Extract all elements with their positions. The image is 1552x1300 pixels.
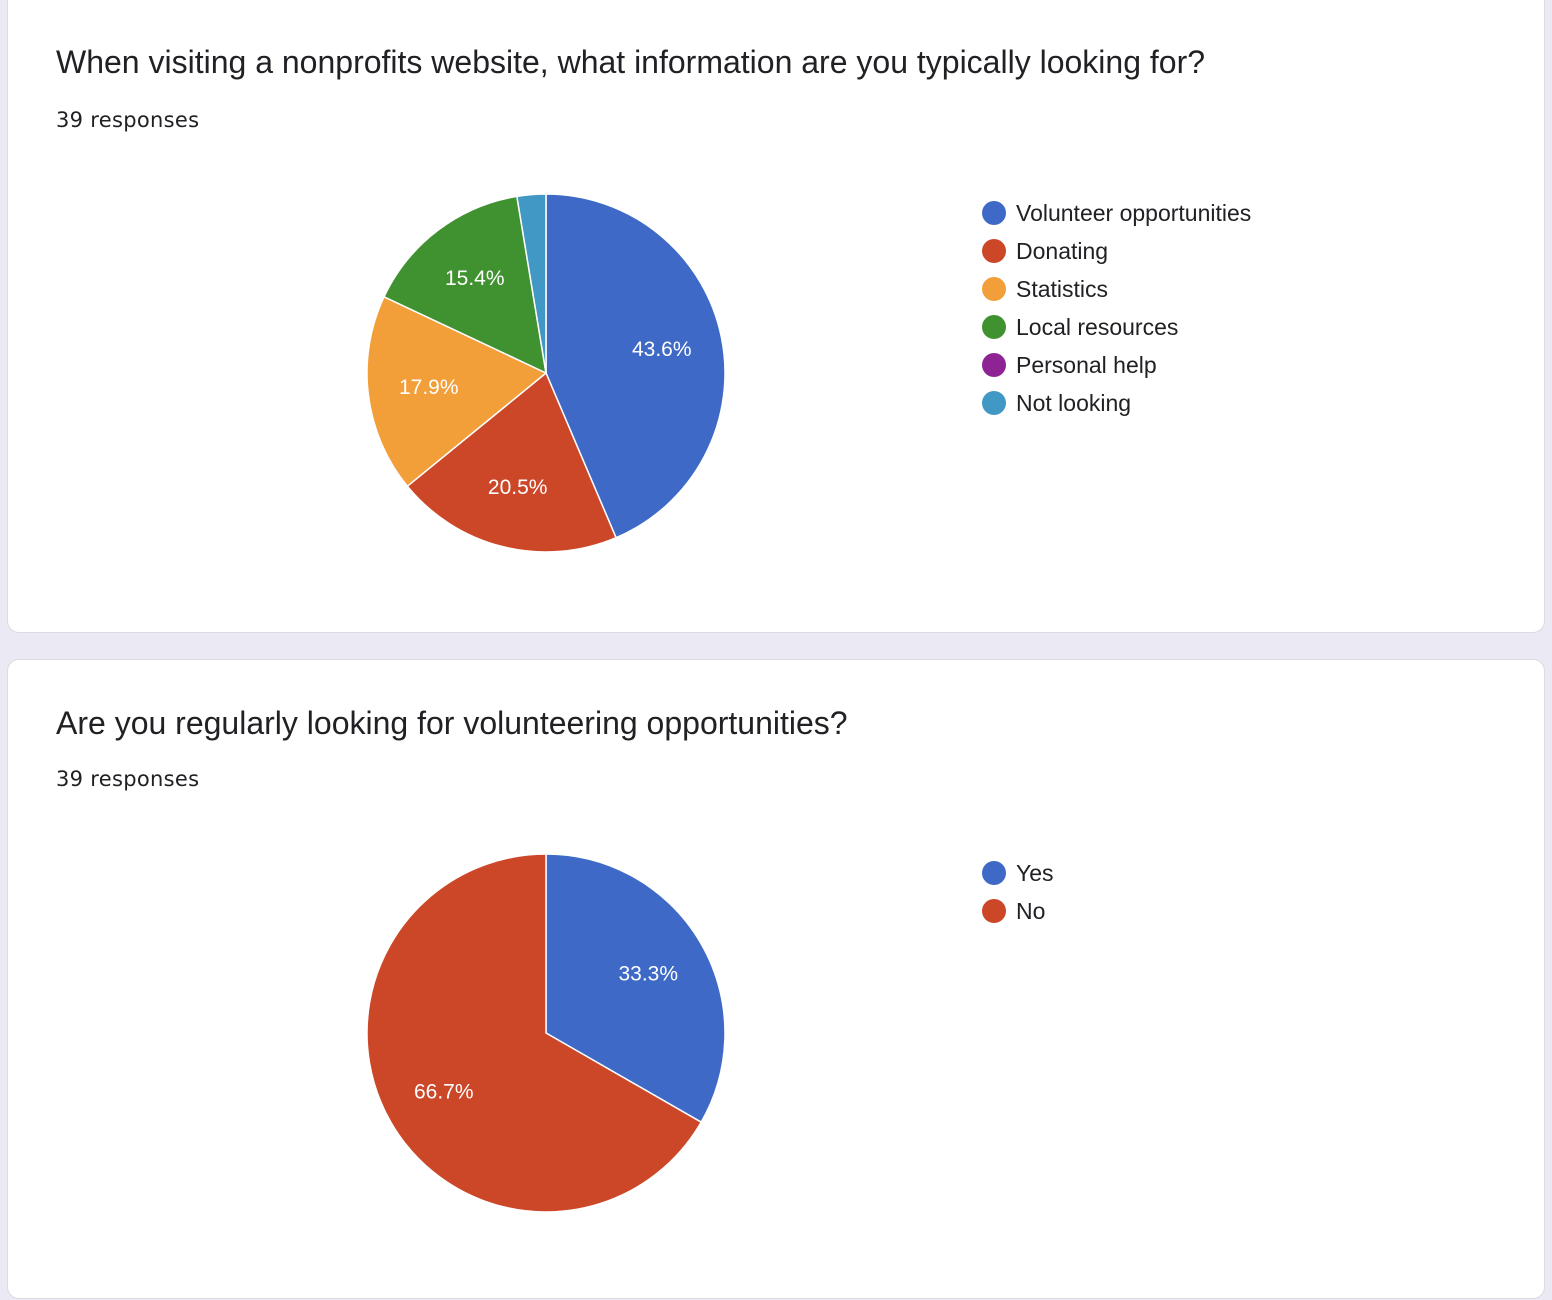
legend-item-personal-help[interactable]: Personal help bbox=[980, 352, 1251, 390]
legend-item-yes[interactable]: Yes bbox=[980, 860, 1054, 898]
pie-chart[interactable]: 43.6% 20.5% 17.9% 15.4% bbox=[349, 185, 749, 585]
slice-percent-label: 66.7% bbox=[414, 1081, 474, 1104]
legend-item-not-looking[interactable]: Not looking bbox=[980, 390, 1251, 428]
chart-legend: Yes No bbox=[980, 860, 1054, 936]
slice-percent-label: 20.5% bbox=[488, 476, 548, 499]
legend-item-donating[interactable]: Donating bbox=[980, 238, 1251, 276]
legend-swatch bbox=[982, 277, 1006, 301]
question-title: Are you regularly looking for volunteeri… bbox=[56, 705, 848, 741]
legend-swatch bbox=[982, 201, 1006, 225]
question-title: When visiting a nonprofits website, what… bbox=[56, 44, 1206, 80]
legend-item-statistics[interactable]: Statistics bbox=[980, 276, 1251, 314]
legend-swatch bbox=[982, 239, 1006, 263]
legend-swatch bbox=[982, 315, 1006, 339]
pie-slice-no[interactable] bbox=[366, 853, 702, 1213]
legend-label: Donating bbox=[1016, 238, 1109, 264]
legend-label: Not looking bbox=[1016, 390, 1132, 416]
legend-label: Local resources bbox=[1016, 314, 1179, 340]
legend-label: Personal help bbox=[1016, 352, 1157, 378]
pie-chart[interactable]: 33.3% 66.7% bbox=[349, 845, 749, 1245]
legend-item-volunteer-opportunities[interactable]: Volunteer opportunities bbox=[980, 200, 1251, 238]
slice-percent-label: 33.3% bbox=[618, 962, 678, 985]
legend-label: No bbox=[1016, 898, 1046, 924]
legend-label: Yes bbox=[1016, 860, 1054, 886]
legend-swatch bbox=[982, 391, 1006, 415]
pie-slice-statistics[interactable] bbox=[366, 296, 547, 487]
pie-slice-donating[interactable] bbox=[406, 372, 617, 553]
legend-swatch bbox=[982, 899, 1006, 923]
pie-slice-not-looking[interactable] bbox=[516, 193, 547, 374]
slice-percent-label: 43.6% bbox=[632, 338, 692, 361]
legend-swatch bbox=[982, 353, 1006, 377]
legend-swatch bbox=[982, 861, 1006, 885]
slice-percent-label: 15.4% bbox=[445, 267, 505, 290]
question-card-1: When visiting a nonprofits website, what… bbox=[7, 0, 1545, 633]
response-count: 39 responses bbox=[56, 767, 200, 791]
pie-slice-yes[interactable] bbox=[545, 853, 726, 1123]
slice-percent-label: 17.9% bbox=[399, 376, 459, 399]
legend-label: Volunteer opportunities bbox=[1016, 200, 1252, 226]
question-card-2: Are you regularly looking for volunteeri… bbox=[7, 659, 1545, 1299]
pie-slice-volunteer-opportunities[interactable] bbox=[545, 193, 726, 539]
legend-label: Statistics bbox=[1016, 276, 1109, 302]
chart-legend: Volunteer opportunities Donating Statistic… bbox=[980, 200, 1251, 428]
pie-slice-local-resources[interactable] bbox=[383, 195, 547, 374]
legend-item-no[interactable]: No bbox=[980, 898, 1054, 936]
legend-item-local-resources[interactable]: Local resources bbox=[980, 314, 1251, 352]
response-count: 39 responses bbox=[56, 108, 200, 132]
